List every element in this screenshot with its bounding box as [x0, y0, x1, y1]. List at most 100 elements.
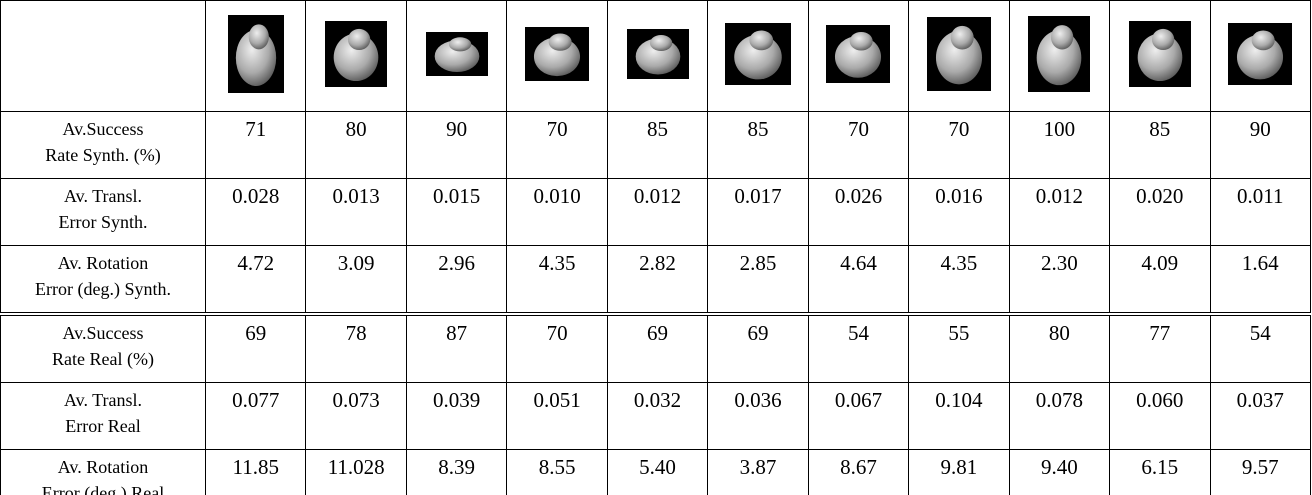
value-cell: 2.30 — [1009, 246, 1109, 315]
value-cell: 0.020 — [1110, 179, 1210, 246]
row-label-line: Error Real — [1, 413, 205, 439]
value-cell: 0.026 — [808, 179, 908, 246]
value-cell: 80 — [306, 112, 406, 179]
value-cell: 85 — [607, 112, 707, 179]
value-cell: 78 — [306, 314, 406, 383]
value-cell: 0.012 — [607, 179, 707, 246]
value-cell: 2.85 — [708, 246, 808, 315]
value-cell: 0.016 — [909, 179, 1009, 246]
object-cell — [1110, 1, 1210, 112]
object-thumbnail — [228, 15, 284, 93]
value-cell: 0.051 — [507, 383, 607, 450]
value-cell: 0.010 — [507, 179, 607, 246]
object-thumbnail — [927, 17, 991, 91]
object-cell — [406, 1, 506, 112]
value-cell: 11.028 — [306, 450, 406, 495]
value-cell: 90 — [1210, 112, 1310, 179]
row-label-line: Av. Rotation — [1, 250, 205, 276]
value-cell: 90 — [406, 112, 506, 179]
value-cell: 70 — [507, 314, 607, 383]
value-cell: 0.017 — [708, 179, 808, 246]
row-label-line: Av.Success — [1, 320, 205, 346]
value-cell: 2.96 — [406, 246, 506, 315]
value-cell: 77 — [1110, 314, 1210, 383]
value-cell: 69 — [206, 314, 306, 383]
corner-cell — [1, 1, 206, 112]
value-cell: 70 — [507, 112, 607, 179]
value-cell: 69 — [607, 314, 707, 383]
value-cell: 0.013 — [306, 179, 406, 246]
value-cell: 9.81 — [909, 450, 1009, 495]
value-cell: 0.032 — [607, 383, 707, 450]
object-cell — [909, 1, 1009, 112]
value-cell: 100 — [1009, 112, 1109, 179]
value-cell: 8.67 — [808, 450, 908, 495]
header-row — [1, 1, 1311, 112]
value-cell: 54 — [808, 314, 908, 383]
object-thumbnail — [1028, 16, 1090, 92]
value-cell: 85 — [1110, 112, 1210, 179]
value-cell: 0.078 — [1009, 383, 1109, 450]
value-cell: 71 — [206, 112, 306, 179]
row-label-line: Rate Synth. (%) — [1, 142, 205, 168]
value-cell: 0.073 — [306, 383, 406, 450]
value-cell: 0.028 — [206, 179, 306, 246]
value-cell: 4.72 — [206, 246, 306, 315]
value-cell: 0.104 — [909, 383, 1009, 450]
value-cell: 55 — [909, 314, 1009, 383]
value-cell: 4.35 — [507, 246, 607, 315]
value-cell: 3.87 — [708, 450, 808, 495]
object-cell — [1210, 1, 1310, 112]
object-cell — [808, 1, 908, 112]
value-cell: 1.64 — [1210, 246, 1310, 315]
value-cell: 6.15 — [1110, 450, 1210, 495]
value-cell: 9.57 — [1210, 450, 1310, 495]
row-label-line: Av. Transl. — [1, 183, 205, 209]
value-cell: 85 — [708, 112, 808, 179]
value-cell: 70 — [808, 112, 908, 179]
object-thumbnail — [826, 25, 890, 83]
object-thumbnail — [1228, 23, 1292, 85]
row-label-line: Rate Real (%) — [1, 346, 205, 372]
value-cell: 3.09 — [306, 246, 406, 315]
row-label-line: Error Synth. — [1, 209, 205, 235]
row-label: Av. Transl.Error Real — [1, 383, 206, 450]
value-cell: 0.077 — [206, 383, 306, 450]
row-label-line: Av. Rotation — [1, 454, 205, 480]
object-cell — [306, 1, 406, 112]
value-cell: 54 — [1210, 314, 1310, 383]
object-thumbnail — [627, 29, 689, 79]
object-thumbnail — [426, 32, 488, 76]
object-cell — [708, 1, 808, 112]
object-thumbnail — [725, 23, 791, 85]
value-cell: 8.55 — [507, 450, 607, 495]
object-cell — [607, 1, 707, 112]
value-cell: 9.40 — [1009, 450, 1109, 495]
value-cell: 0.011 — [1210, 179, 1310, 246]
value-cell: 4.09 — [1110, 246, 1210, 315]
value-cell: 4.35 — [909, 246, 1009, 315]
value-cell: 70 — [909, 112, 1009, 179]
value-cell: 0.067 — [808, 383, 908, 450]
row-label-line: Av.Success — [1, 116, 205, 142]
row-label-line: Error (deg.) Real — [1, 480, 205, 495]
value-cell: 4.64 — [808, 246, 908, 315]
value-cell: 8.39 — [406, 450, 506, 495]
value-cell: 0.039 — [406, 383, 506, 450]
object-cell — [206, 1, 306, 112]
object-cell — [507, 1, 607, 112]
object-cell — [1009, 1, 1109, 112]
results-table: Av.SuccessRate Synth. (%)718090708585707… — [0, 0, 1311, 495]
value-cell: 5.40 — [607, 450, 707, 495]
value-cell: 0.015 — [406, 179, 506, 246]
value-cell: 0.036 — [708, 383, 808, 450]
